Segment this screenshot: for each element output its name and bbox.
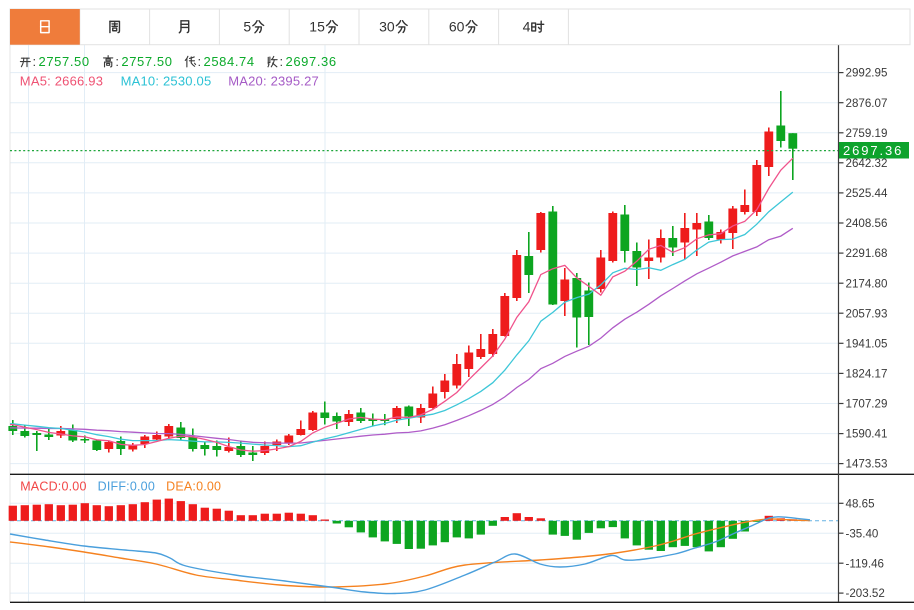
svg-text::: : [33, 54, 37, 69]
svg-text:2697.36: 2697.36 [843, 143, 903, 158]
svg-text:2757.50: 2757.50 [121, 54, 172, 69]
svg-text:2642.32: 2642.32 [846, 157, 888, 170]
svg-text:2757.50: 2757.50 [39, 54, 90, 69]
svg-text:1473.53: 1473.53 [846, 458, 888, 471]
svg-text:5: 5 [243, 19, 251, 35]
svg-text:1590.41: 1590.41 [846, 428, 888, 441]
svg-text::: : [198, 54, 202, 69]
svg-text:MACD:0.00: MACD:0.00 [20, 480, 86, 494]
svg-text:2697.36: 2697.36 [286, 54, 337, 69]
svg-text:-203.52: -203.52 [846, 587, 885, 600]
svg-text:2525.44: 2525.44 [846, 187, 888, 200]
svg-text:MA10: 2530.05: MA10: 2530.05 [121, 74, 212, 89]
svg-text:2291.68: 2291.68 [846, 247, 888, 260]
svg-text:2408.56: 2408.56 [846, 217, 888, 230]
svg-text:2992.95: 2992.95 [846, 67, 888, 80]
svg-text:MA20: 2395.27: MA20: 2395.27 [228, 74, 319, 89]
svg-text:2057.93: 2057.93 [846, 307, 888, 320]
svg-text:DEA:0.00: DEA:0.00 [166, 480, 221, 494]
svg-text::: : [280, 54, 284, 69]
svg-text:1941.05: 1941.05 [846, 337, 888, 350]
svg-text:2174.80: 2174.80 [846, 277, 888, 290]
svg-text:DIFF:0.00: DIFF:0.00 [98, 480, 155, 494]
svg-text:60: 60 [449, 19, 465, 35]
svg-text:-35.40: -35.40 [846, 527, 879, 540]
svg-text:4: 4 [523, 19, 531, 35]
svg-text:2759.19: 2759.19 [846, 127, 888, 140]
svg-text:15: 15 [309, 19, 325, 35]
svg-text:2584.74: 2584.74 [204, 54, 255, 69]
svg-text:1824.17: 1824.17 [846, 368, 888, 381]
svg-text::: : [115, 54, 119, 69]
svg-text:MA5: 2666.93: MA5: 2666.93 [20, 74, 103, 89]
svg-text:-119.46: -119.46 [846, 557, 884, 570]
svg-text:30: 30 [379, 19, 395, 35]
svg-text:48.65: 48.65 [846, 497, 875, 510]
svg-text:1707.29: 1707.29 [846, 398, 888, 411]
svg-text:2876.07: 2876.07 [846, 97, 888, 110]
